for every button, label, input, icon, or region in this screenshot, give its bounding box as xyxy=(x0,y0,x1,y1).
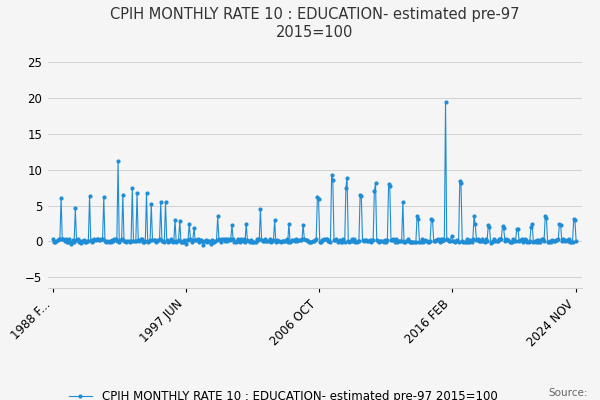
Title: CPIH MONTHLY RATE 10 : EDUCATION- estimated pre-97
2015=100: CPIH MONTHLY RATE 10 : EDUCATION- estima… xyxy=(110,8,520,40)
Legend: CPIH MONTHLY RATE 10 : EDUCATION- estimated pre-97 2015=100: CPIH MONTHLY RATE 10 : EDUCATION- estima… xyxy=(64,385,502,400)
Text: Source:: Source: xyxy=(548,388,588,398)
Line: CPIH MONTHLY RATE 10 : EDUCATION- estimated pre-97 2015=100: CPIH MONTHLY RATE 10 : EDUCATION- estima… xyxy=(52,100,578,246)
